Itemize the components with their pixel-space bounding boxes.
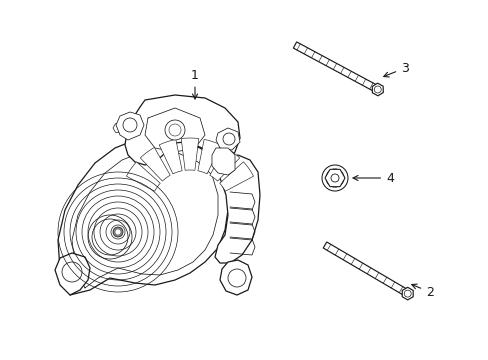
Text: 3: 3 (383, 62, 408, 77)
Polygon shape (181, 138, 198, 170)
Circle shape (62, 262, 82, 282)
Polygon shape (58, 138, 227, 295)
Polygon shape (325, 169, 345, 187)
Polygon shape (215, 155, 260, 263)
Circle shape (321, 165, 347, 191)
Polygon shape (216, 128, 240, 150)
Circle shape (88, 215, 132, 259)
Polygon shape (55, 253, 90, 295)
Text: 1: 1 (191, 68, 199, 99)
Circle shape (227, 269, 245, 287)
Text: 2: 2 (411, 284, 433, 298)
Polygon shape (140, 148, 170, 181)
Polygon shape (159, 139, 182, 174)
Polygon shape (402, 287, 412, 300)
Text: 4: 4 (352, 171, 393, 185)
Polygon shape (125, 95, 240, 165)
Polygon shape (219, 162, 253, 191)
Polygon shape (323, 242, 406, 295)
Polygon shape (126, 162, 160, 191)
Polygon shape (209, 148, 239, 181)
Polygon shape (212, 148, 235, 175)
Polygon shape (220, 260, 251, 295)
Polygon shape (198, 139, 221, 174)
Circle shape (330, 174, 338, 182)
Circle shape (115, 229, 121, 235)
Polygon shape (371, 83, 383, 96)
Polygon shape (293, 42, 376, 91)
Polygon shape (116, 112, 143, 140)
Circle shape (113, 227, 123, 237)
Circle shape (164, 120, 184, 140)
